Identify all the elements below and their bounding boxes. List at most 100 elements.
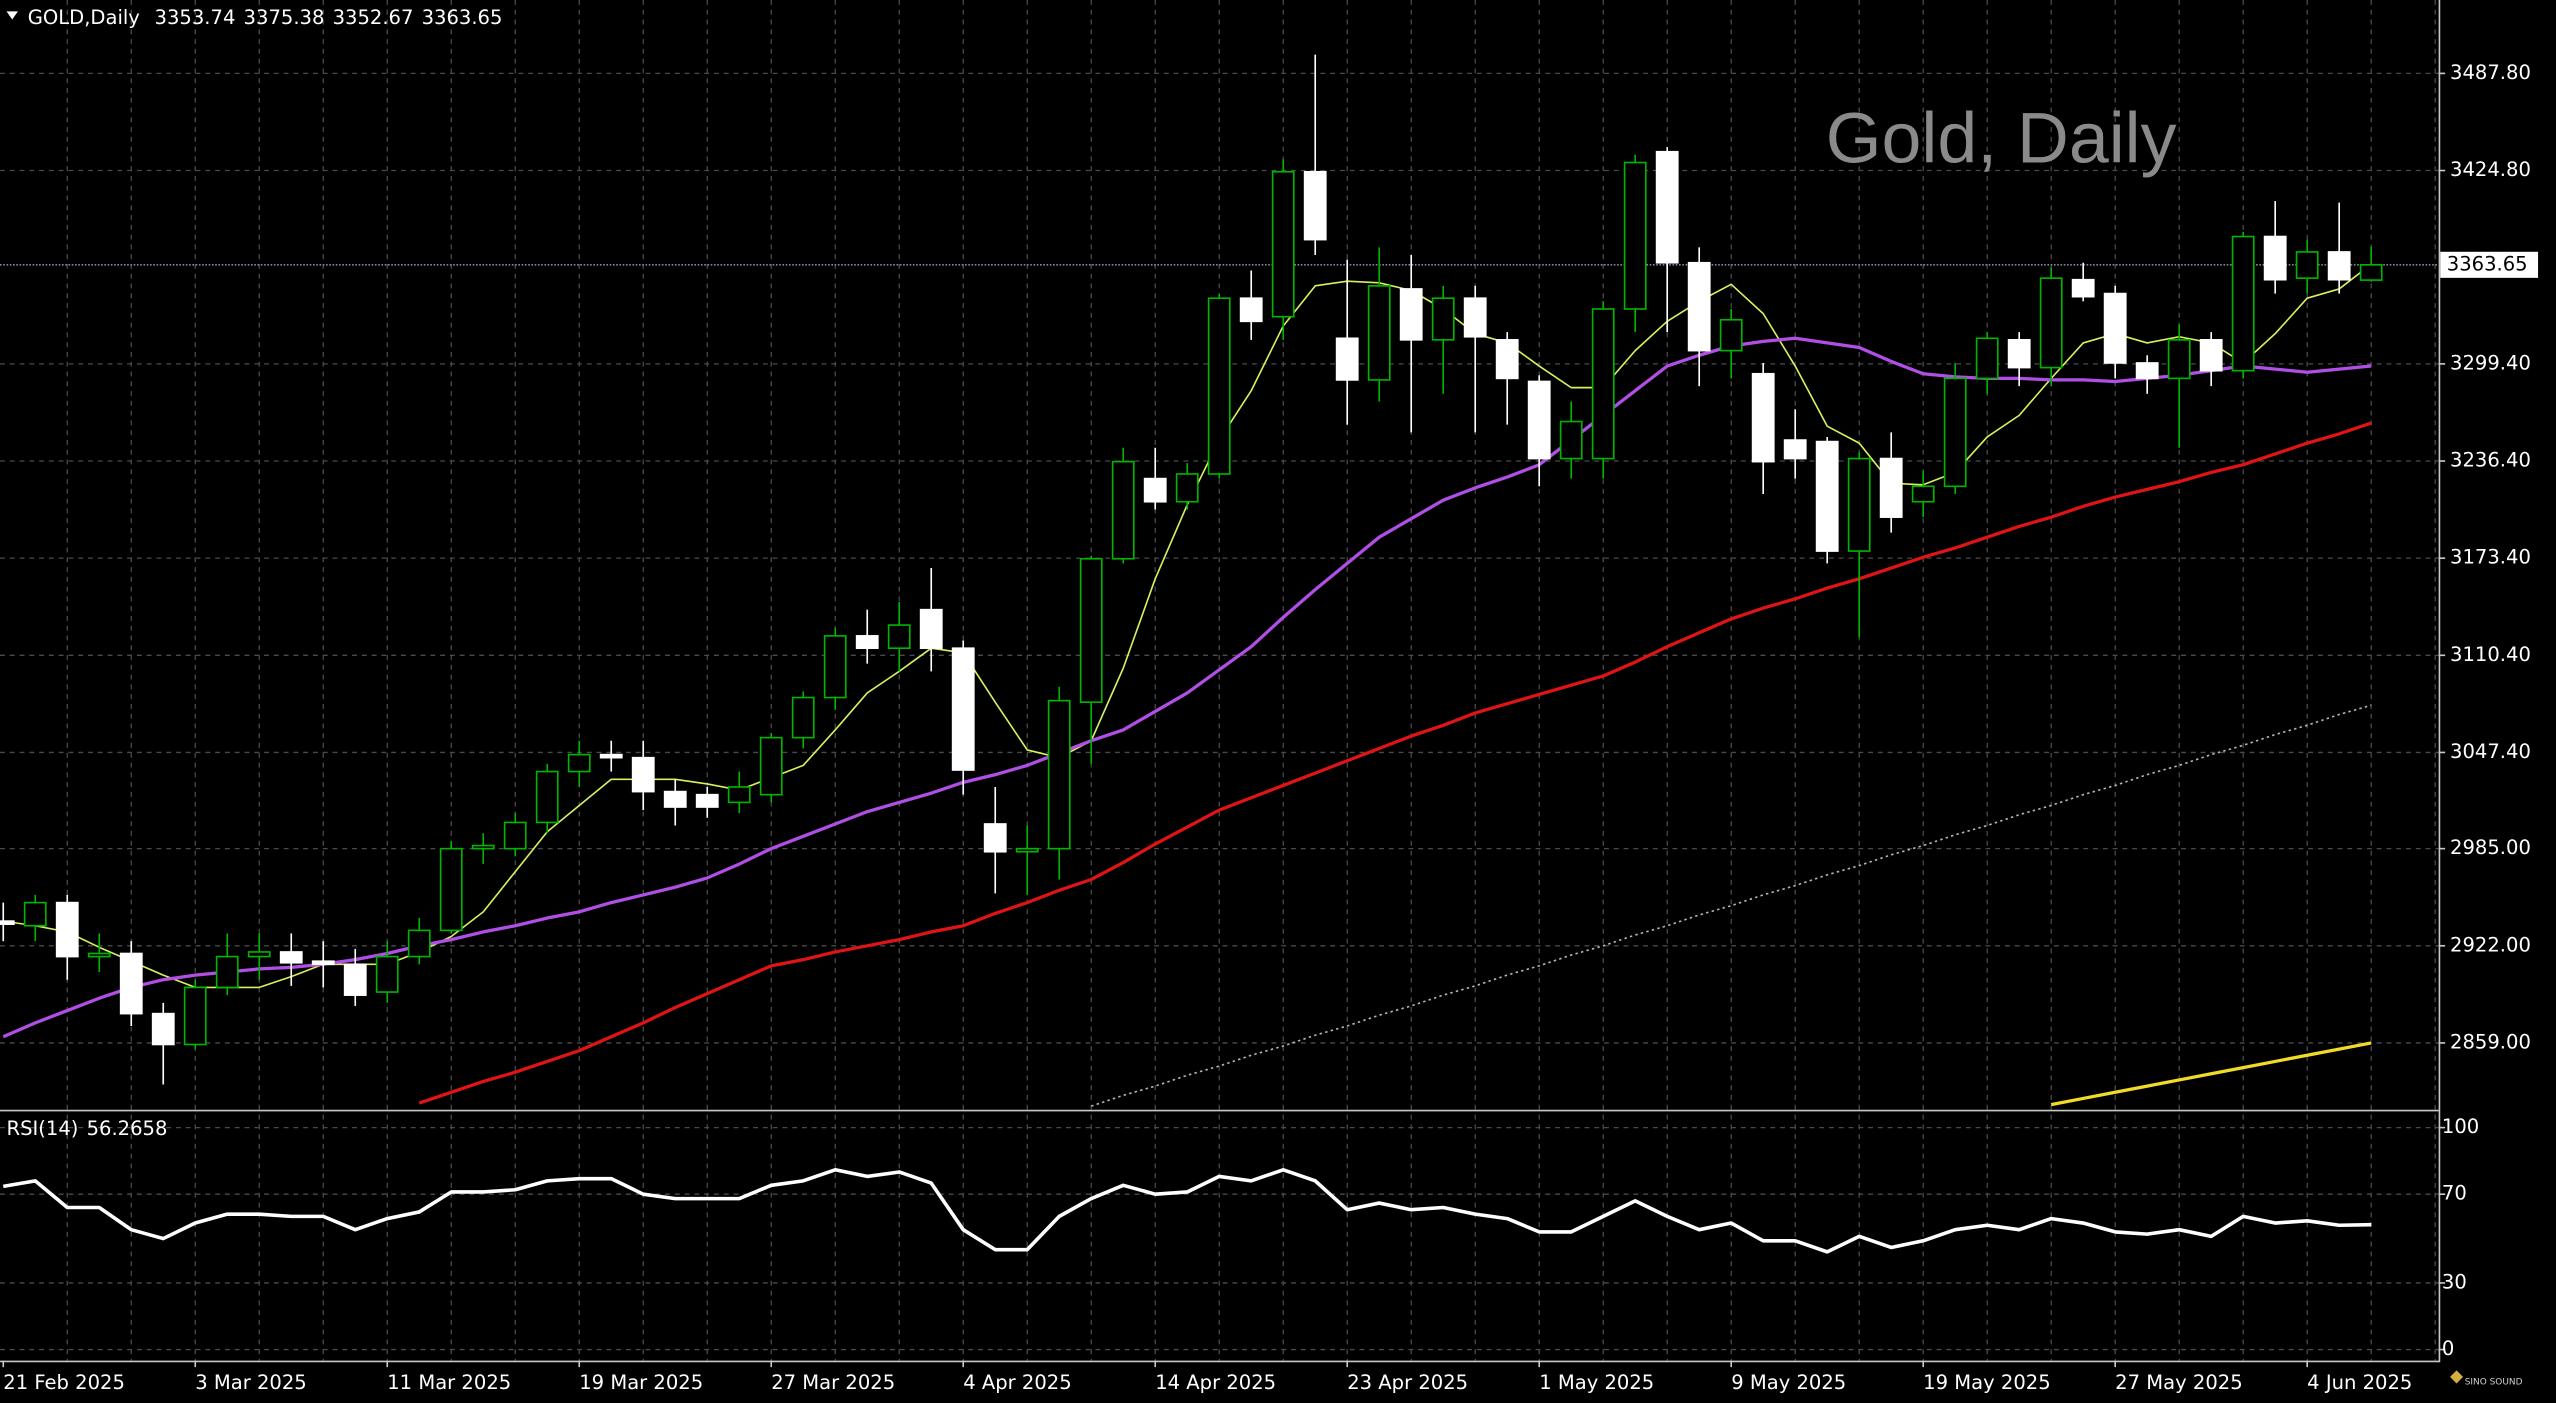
candle-body (951, 647, 975, 771)
y-tick-label: 3236.40 (2450, 449, 2531, 472)
candle-body (247, 951, 271, 958)
y-tick-label: 3487.80 (2450, 61, 2531, 84)
logo-text: SINO SOUND (2465, 1377, 2523, 1387)
current-price-box (2440, 251, 2539, 278)
low-value: 3352.67 (333, 5, 414, 28)
candle-body (311, 960, 335, 966)
candle-body (567, 753, 591, 773)
candle-body (407, 929, 431, 958)
candle-body (1111, 460, 1135, 560)
candle-body (151, 1012, 175, 1046)
candle-body (119, 952, 143, 1015)
candle-body (2039, 277, 2063, 369)
candle-body (1719, 318, 1743, 352)
candle-body (919, 608, 943, 650)
rsi-header: RSI(14) 56.2658 (7, 1117, 168, 1140)
candle-body (2167, 339, 2191, 380)
candle-body (1591, 308, 1615, 460)
rsi-line (2, 1167, 2372, 1254)
rsi-tick-label: 30 (2442, 1270, 2467, 1293)
candle-body (2295, 251, 2319, 279)
candle-body (23, 901, 47, 927)
candle-body (759, 736, 783, 796)
candle-body (2135, 362, 2159, 380)
rsi-panel (2, 1167, 2372, 1254)
candle-body (1559, 420, 1583, 460)
x-tick-label: 19 May 2025 (1923, 1371, 2050, 1394)
candle-body (87, 952, 111, 958)
y-tick-label: 2859.00 (2450, 1030, 2531, 1053)
candle-body (0, 920, 15, 926)
candle-body (343, 963, 367, 996)
x-tick-label: 19 Mar 2025 (579, 1371, 703, 1394)
logo-icon (2450, 1370, 2464, 1384)
candle-body (2103, 292, 2127, 364)
candle-body (215, 955, 239, 989)
candle-body (663, 790, 687, 808)
candle-body (55, 901, 79, 958)
open-value: 3353.74 (155, 5, 236, 28)
y-tick-label: 2922.00 (2450, 933, 2531, 956)
candle-body (887, 624, 911, 650)
candle-body (1879, 457, 1903, 518)
candle-body (1143, 477, 1167, 503)
candle-body (983, 823, 1007, 853)
grid (0, 0, 2439, 1361)
x-tick-label: 1 May 2025 (1539, 1371, 1654, 1394)
candle-body (727, 786, 751, 804)
candle-body (471, 844, 495, 850)
candle-body (1079, 557, 1103, 703)
candle-body (183, 986, 207, 1046)
candle-body (1271, 170, 1295, 318)
x-tick-label: 23 Apr 2025 (1347, 1371, 1468, 1394)
candle-body (855, 635, 879, 650)
rsi-value: 56.2658 (87, 1117, 168, 1140)
candle-body (2359, 264, 2383, 281)
candle-body (1527, 380, 1551, 460)
y-tick-label: 2985.00 (2450, 836, 2531, 859)
candle-body (2327, 251, 2351, 281)
x-tick-label: 11 Mar 2025 (387, 1371, 511, 1394)
candle-body (1495, 339, 1519, 380)
candle-body (375, 955, 399, 993)
current-price-label: 3363.65 (2447, 252, 2528, 275)
candle-body (1207, 297, 1231, 475)
candle-body (279, 951, 303, 964)
symbol: GOLD,Daily (28, 5, 140, 28)
y-tick-label: 3424.80 (2450, 158, 2531, 181)
candle-body (2263, 235, 2287, 281)
candle-body (503, 821, 527, 850)
candle-body (1751, 372, 1775, 463)
x-tick-label: 3 Mar 2025 (195, 1371, 307, 1394)
x-tick-label: 27 May 2025 (2115, 1371, 2242, 1394)
collapse-arrow[interactable] (6, 11, 18, 20)
candle-body (1687, 261, 1711, 352)
watermark: Gold, Daily (1826, 98, 2177, 178)
moving-average-line (418, 421, 2372, 1105)
moving-average-line (2050, 1041, 2372, 1107)
candle-body (1847, 457, 1871, 552)
candle-body (1399, 288, 1423, 341)
x-tick-label: 4 Jun 2025 (2307, 1371, 2412, 1394)
candle-body (1623, 161, 1647, 310)
high-value: 3375.38 (244, 5, 325, 28)
candle-body (2071, 278, 2095, 298)
axes: 2859.00 2922.00 2985.00 3047.40 3110.40 3173.… (2, 61, 2539, 1394)
candle-body (2231, 235, 2255, 372)
candle-body (791, 696, 815, 739)
y-tick-label: 3110.40 (2450, 643, 2531, 666)
candle-body (1175, 473, 1199, 503)
candle-body (1463, 297, 1487, 338)
rsi-name: RSI(14) (7, 1117, 79, 1140)
moving-average-line (1090, 704, 2372, 1107)
candle-body (1783, 439, 1807, 460)
candle-body (1367, 285, 1391, 381)
candle-body (631, 756, 655, 793)
candle-body (2199, 339, 2223, 372)
candle-body (1943, 377, 1967, 488)
y-tick-label: 3299.40 (2450, 351, 2531, 374)
candle-body (1431, 297, 1455, 341)
x-tick-label: 9 May 2025 (1731, 1371, 1846, 1394)
candle-body (1911, 485, 1935, 503)
